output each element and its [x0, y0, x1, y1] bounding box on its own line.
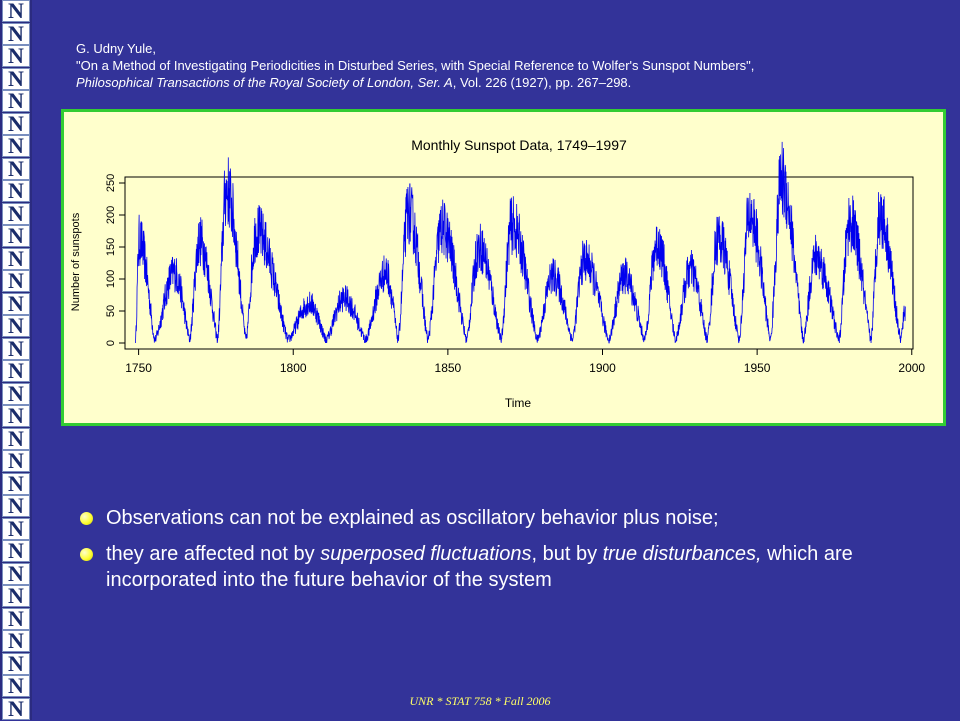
y-axis-label: Number of sunspots	[70, 212, 82, 311]
n-logo-icon: N	[2, 292, 30, 315]
n-logo-icon: N	[2, 472, 30, 495]
n-logo-icon: N	[2, 112, 30, 135]
bullet-text-1: Observations can not be explained as osc…	[106, 507, 719, 529]
chart-panel: Monthly Sunspot Data, 1749–1997 1750 1800…	[61, 109, 946, 426]
sunspot-series-line	[135, 141, 906, 344]
y-tick-label: 200	[105, 206, 117, 224]
citation: G. Udny Yule, "On a Method of Investigat…	[76, 40, 936, 91]
citation-author: G. Udny Yule,	[76, 41, 156, 56]
x-axis-label: Time	[505, 396, 532, 410]
bullet-item-1: Observations can not be explained as osc…	[80, 505, 940, 531]
y-axis: 0 50 100 150 200 250	[105, 174, 125, 346]
n-logo-icon: N	[2, 202, 30, 225]
footer: UNR * STAT 758 * Fall 2006	[409, 694, 551, 708]
n-logo-icon: N	[2, 0, 30, 22]
x-tick-label: 1900	[589, 361, 616, 375]
x-axis: 1750 1800 1850 1900 1950 2000	[125, 348, 925, 375]
n-logo-icon: N	[2, 675, 30, 697]
n-logo-icon: N	[2, 427, 30, 450]
n-logo-icon: N	[2, 270, 30, 292]
bullet-list: Observations can not be explained as osc…	[80, 505, 940, 603]
x-tick-label: 1950	[744, 361, 771, 375]
n-logo-icon: N	[2, 247, 30, 270]
n-logo-icon: N	[2, 450, 30, 472]
citation-title: "On a Method of Investigating Periodicit…	[76, 58, 755, 73]
n-logo-icon: N	[2, 585, 30, 607]
n-logo-icon: N	[2, 225, 30, 247]
n-logo-icon: N	[2, 157, 30, 180]
bullet-text-2c: which are incorporated into the future b…	[106, 543, 853, 591]
y-tick-label: 250	[105, 174, 117, 192]
n-logo-icon: N	[2, 540, 30, 562]
n-logo-icon: N	[2, 405, 30, 427]
y-tick-label: 100	[105, 270, 117, 288]
n-logo-icon: N	[2, 67, 30, 90]
bullet-text-2b: , but by	[531, 543, 603, 565]
citation-journal: Philosophical Transactions of the Royal …	[76, 74, 936, 91]
n-logo-icon: N	[2, 652, 30, 675]
x-tick-label: 2000	[898, 361, 925, 375]
bullet-dot-icon	[80, 512, 93, 525]
n-logo-icon: N	[2, 315, 30, 337]
n-logo-icon: N	[2, 135, 30, 157]
bullet-emphasis-1: superposed fluctuations	[320, 543, 532, 565]
x-tick-label: 1850	[435, 361, 462, 375]
n-logo-icon: N	[2, 45, 30, 67]
chart-title: Monthly Sunspot Data, 1749–1997	[411, 137, 627, 153]
citation-journal-details: , Vol. 226 (1927), pp. 267–298.	[452, 75, 632, 90]
bullet-dot-icon	[80, 548, 93, 561]
n-logo-icon: N	[2, 517, 30, 540]
bullet-emphasis-2: true disturbances,	[602, 543, 762, 565]
x-tick-label: 1800	[280, 361, 307, 375]
n-logo-icon: N	[2, 495, 30, 517]
series-group	[135, 141, 906, 344]
y-tick-label: 0	[105, 340, 117, 346]
n-logo-icon: N	[2, 562, 30, 585]
n-logo-icon: N	[2, 607, 30, 630]
sunspot-chart: Monthly Sunspot Data, 1749–1997 1750 1800…	[70, 137, 925, 410]
y-tick-label: 50	[105, 305, 117, 317]
y-tick-label: 150	[105, 238, 117, 256]
n-logo-icon: N	[2, 630, 30, 652]
n-logo-icon: N	[2, 90, 30, 112]
n-logo-icon: N	[2, 697, 30, 720]
n-logo-icon: N	[2, 337, 30, 360]
n-logo-icon: N	[2, 360, 30, 382]
bullet-text-2a: they are affected not by	[106, 543, 321, 565]
bullet-item-2: they are affected not by superposed fluc…	[80, 541, 940, 593]
n-logo-icon: N	[2, 180, 30, 202]
x-tick-label: 1750	[125, 361, 152, 375]
citation-journal-name: Philosophical Transactions of the Royal …	[76, 75, 453, 90]
n-logo-icon: N	[2, 22, 30, 45]
n-logo-icon: N	[2, 382, 30, 405]
